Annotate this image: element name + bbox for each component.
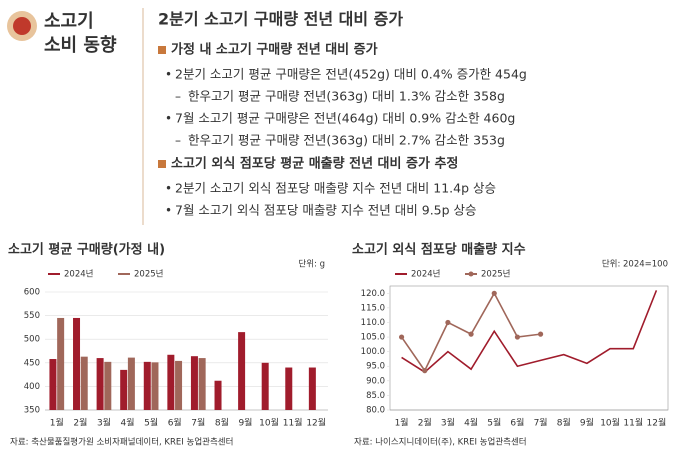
- bar: [104, 361, 112, 410]
- point: [514, 334, 521, 340]
- y-tick-label: 100.0: [361, 347, 385, 357]
- x-tick-label: 5월: [144, 417, 158, 429]
- square-bullet: [158, 46, 166, 54]
- point: [468, 331, 474, 337]
- legend-label: 2024년: [411, 269, 440, 280]
- point: [398, 334, 405, 340]
- bar: [167, 354, 175, 410]
- bar: [190, 356, 198, 410]
- bar: [120, 369, 128, 410]
- source: 자료: 나이스지니데이터(주), KREI 농업관측센터: [354, 437, 527, 448]
- y-tick-label: 120.0: [361, 289, 385, 299]
- x-tick-label: 2월: [73, 417, 87, 429]
- sub-text: 한우고기 평균 구매량 전년(363g) 대비 1.3% 감소한 358g: [188, 89, 505, 104]
- legend-label: 2024년: [64, 269, 93, 280]
- section-heading: 소고기 외식 점포당 평균 매출량 전년 대비 증가 추정: [171, 156, 458, 172]
- y-tick-label: 110.0: [361, 318, 385, 328]
- bar: [80, 356, 88, 410]
- bar: [238, 332, 246, 410]
- y-tick-label: 90.0: [366, 376, 385, 386]
- x-tick-label: 6월: [168, 417, 182, 429]
- chart-title: 소고기 외식 점포당 매출량 지수: [352, 242, 526, 258]
- x-tick-label: 10월: [259, 417, 279, 429]
- bar: [175, 360, 183, 410]
- bullet-text: 2분기 소고기 외식 점포당 매출량 지수 전년 대비 11.4p 상승: [175, 181, 496, 196]
- sub-text: 한우고기 평균 구매량 전년(363g) 대비 2.7% 감소한 353g: [188, 133, 505, 148]
- x-tick-label: 11월: [283, 417, 303, 429]
- bar: [151, 362, 159, 410]
- x-tick-label: 10월: [600, 417, 620, 429]
- x-tick-label: 1월: [395, 417, 409, 429]
- x-tick-label: 5월: [487, 417, 501, 429]
- x-tick-label: 7월: [534, 417, 548, 429]
- y-tick-label: 105.0: [361, 333, 385, 343]
- bar: [214, 380, 222, 410]
- point: [537, 331, 544, 337]
- y-tick-label: 450: [24, 358, 40, 368]
- x-tick-label: 11월: [623, 417, 643, 429]
- x-tick-label: 2월: [418, 417, 432, 429]
- x-tick-label: 8월: [557, 417, 571, 429]
- y-tick-label: 600: [24, 288, 40, 298]
- chart-title: 소고기 평균 구매량(가정 내): [8, 242, 165, 258]
- legend-label: 2025년: [481, 269, 510, 280]
- bar: [49, 359, 57, 410]
- bar: [57, 317, 65, 410]
- bullet: •: [165, 68, 172, 82]
- legend-label: 2025년: [134, 269, 163, 280]
- dash: –: [175, 90, 181, 104]
- x-tick-label: 4월: [121, 417, 135, 429]
- unit: 단위: g: [298, 259, 325, 270]
- y-tick-label: 85.0: [366, 391, 385, 401]
- source: 자료: 축산물품질평가원 소비자패널데이터, KREI 농업관측센터: [10, 437, 233, 448]
- x-tick-label: 1월: [50, 417, 64, 429]
- bullet-text: 7월 소고기 평균 구매량은 전년(464g) 대비 0.9% 감소한 460g: [175, 111, 515, 126]
- y-tick-label: 400: [24, 382, 40, 392]
- headline: 2분기 소고기 구매량 전년 대비 증가: [158, 10, 403, 29]
- bar: [261, 362, 269, 410]
- section-heading: 가정 내 소고기 구매량 전년 대비 증가: [171, 42, 378, 58]
- bullet: •: [165, 112, 172, 126]
- x-tick-label: 9월: [580, 417, 594, 429]
- unit: 단위: 2024=100: [602, 259, 668, 270]
- bar: [308, 367, 316, 410]
- point: [445, 319, 451, 326]
- bullet-text: 2분기 소고기 평균 구매량은 전년(452g) 대비 0.4% 증가한 454…: [175, 67, 527, 82]
- bullet-text: 7월 소고기 외식 점포당 매출량 지수 전년 대비 9.5p 상승: [175, 203, 477, 218]
- header-title: 소비 동향: [44, 35, 117, 56]
- x-tick-label: 12월: [306, 417, 326, 429]
- dash: –: [175, 134, 181, 148]
- x-tick-label: 3월: [97, 417, 111, 429]
- bar: [285, 367, 293, 410]
- y-tick-label: 95.0: [366, 362, 385, 372]
- bar: [127, 357, 135, 410]
- icon-inner: [13, 17, 31, 35]
- point: [491, 290, 497, 296]
- x-tick-label: 12월: [647, 417, 667, 429]
- y-tick-label: 500: [24, 335, 40, 345]
- point: [422, 368, 428, 374]
- x-tick-label: 9월: [238, 417, 252, 429]
- x-tick-label: 3월: [441, 417, 455, 429]
- x-tick-label: 7월: [191, 417, 205, 429]
- bullet: •: [165, 204, 172, 218]
- bar: [198, 358, 206, 410]
- bullet: •: [165, 182, 172, 196]
- y-tick-label: 115.0: [361, 303, 385, 313]
- square-bullet: [158, 160, 166, 168]
- y-tick-label: 80.0: [366, 406, 385, 416]
- line: [401, 290, 658, 374]
- y-tick-label: 350: [24, 406, 40, 416]
- y-tick-label: 550: [24, 311, 40, 321]
- bar: [143, 361, 151, 410]
- x-tick-label: 8월: [215, 417, 229, 429]
- x-tick-label: 6월: [510, 417, 524, 429]
- bar: [73, 317, 81, 410]
- header-title: 소고기: [44, 11, 94, 32]
- bar: [96, 358, 104, 410]
- x-tick-label: 4월: [464, 417, 478, 429]
- legend-dot: [468, 271, 474, 277]
